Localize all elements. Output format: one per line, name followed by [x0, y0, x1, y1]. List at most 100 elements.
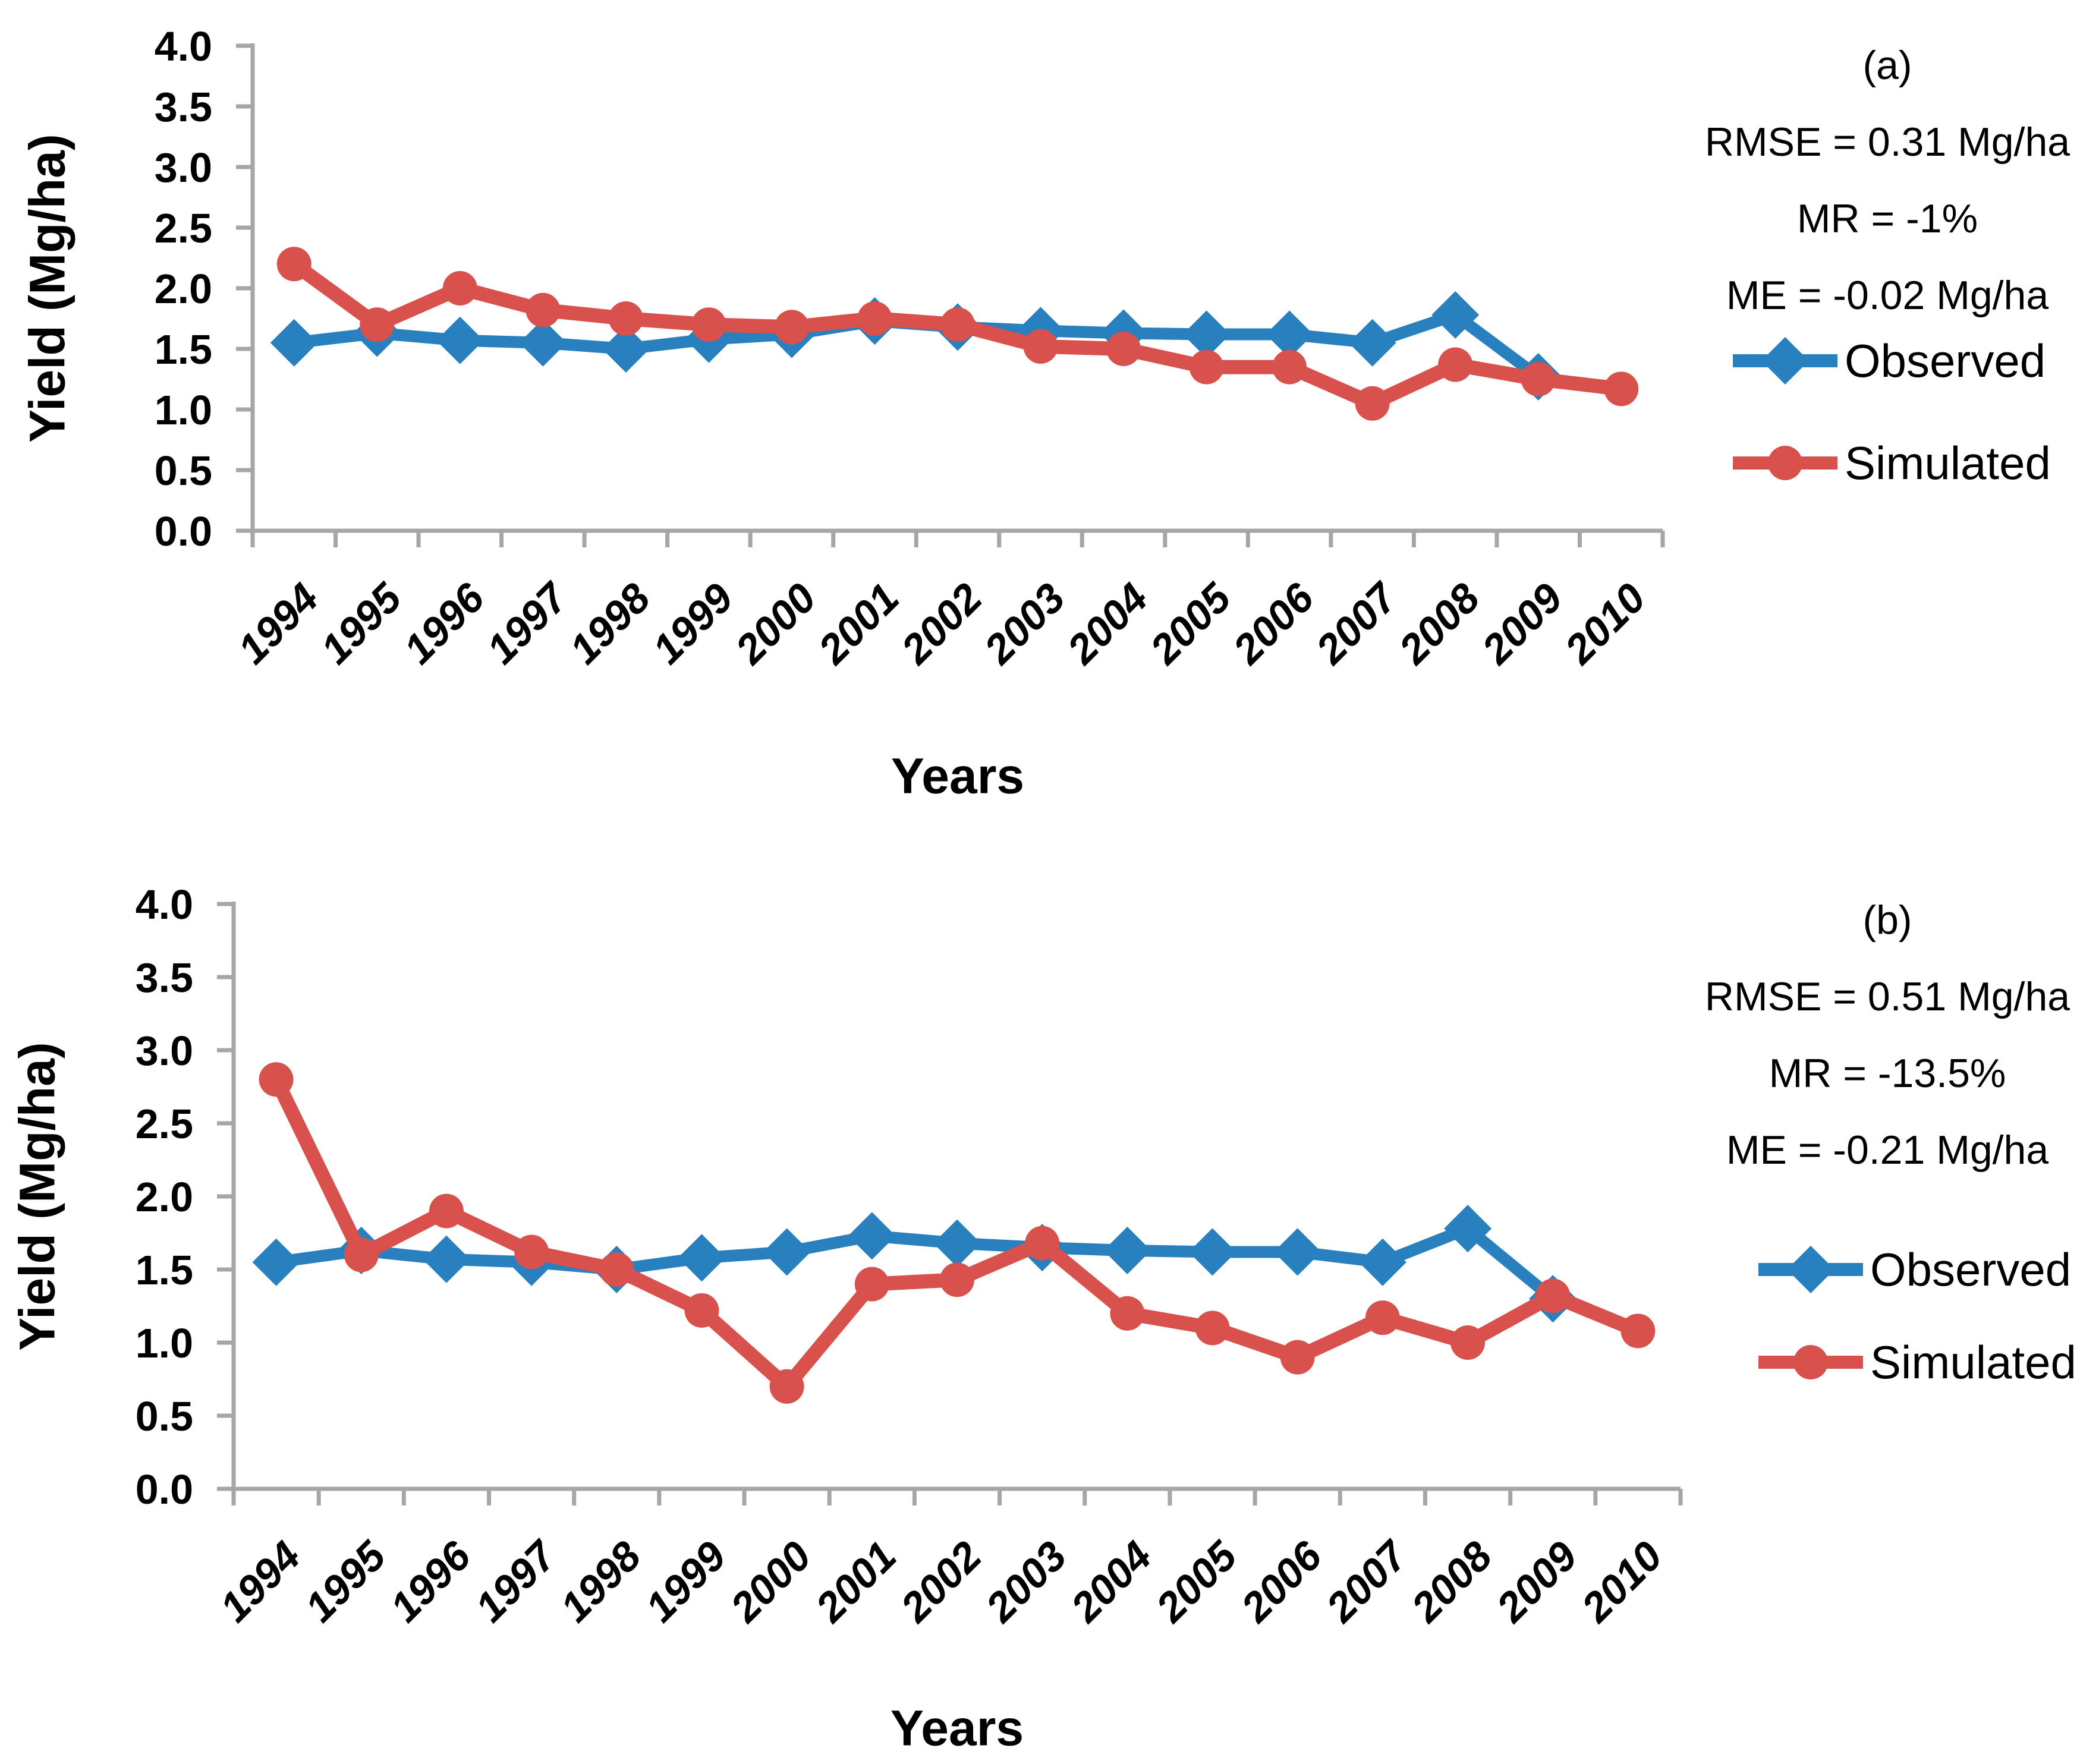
legend-label-simulated-b: Simulated: [1870, 1335, 2076, 1388]
y-tick-label: 0.0: [136, 1466, 193, 1513]
simulated-marker: [1280, 1340, 1315, 1375]
x-tick-label: 1995: [312, 574, 411, 673]
legend-label-observed-b: Observed: [1870, 1243, 2072, 1296]
simulated-marker: [259, 1062, 294, 1097]
x-tick-label: 2010: [1555, 574, 1654, 673]
simulated-marker: [442, 271, 477, 305]
x-tick-label: 1999: [644, 574, 742, 672]
stat-me-b: ME = -0.21 Mg/ha: [1726, 1127, 2049, 1173]
chart-b-plot: 4.03.53.02.52.01.51.00.50.01994199519961…: [136, 881, 1683, 1631]
simulated-marker: [1023, 329, 1058, 364]
x-tick-label: 2004: [1061, 1532, 1160, 1631]
x-tick-label: 2004: [1058, 574, 1157, 673]
simulated-marker: [1604, 371, 1639, 407]
observed-marker: [1358, 1238, 1406, 1286]
observed-marker: [1266, 310, 1314, 358]
x-tick-label: 2007: [1307, 573, 1407, 673]
x-axis-title-b: Years: [890, 1700, 1024, 1756]
simulated-marker: [599, 1252, 634, 1287]
simulated-marker: [1535, 1278, 1571, 1313]
y-tick-label: 3.5: [136, 955, 193, 1001]
y-tick-label: 2.5: [155, 205, 212, 251]
stats-block-b: (b) RMSE = 0.51 Mg/ha MR = -13.5% ME = -…: [1691, 882, 2080, 1189]
simulated-marker: [429, 1193, 464, 1228]
legend-marker: [1793, 1345, 1828, 1379]
simulated-marker: [1450, 1325, 1486, 1360]
y-tick-label: 2.0: [155, 266, 212, 312]
simulated-marker: [608, 301, 643, 336]
simulated-marker: [1365, 1300, 1400, 1335]
simulated-marker: [1025, 1226, 1060, 1261]
x-tick-label: 1996: [395, 574, 493, 673]
y-tick-label: 1.5: [136, 1247, 193, 1293]
observed-marker: [436, 316, 484, 364]
x-tick-label: 1996: [381, 1532, 480, 1631]
x-tick-label: 1994: [229, 574, 327, 672]
observed-marker: [270, 319, 318, 367]
simulated-marker: [1189, 349, 1224, 385]
observed-marker: [1103, 1227, 1151, 1275]
simulated-marker: [276, 247, 311, 282]
simulated-marker: [854, 1267, 889, 1302]
x-tick-label: 2001: [806, 1532, 905, 1631]
simulated-marker: [525, 292, 561, 327]
simulated-marker: [514, 1234, 549, 1270]
legend-item-observed-a: Observed: [1733, 332, 2046, 389]
simulated-marker: [344, 1237, 379, 1272]
observed-marker: [1431, 291, 1480, 339]
x-tick-label: 2007: [1317, 1531, 1417, 1631]
y-tick-label: 1.5: [155, 326, 212, 373]
simulated-marker: [684, 1293, 719, 1328]
observed-marker: [1348, 319, 1396, 367]
simulated-legend-swatch-icon: [1733, 446, 1837, 480]
x-tick-label: 2006: [1223, 574, 1323, 673]
legend-item-simulated-a: Simulated: [1733, 434, 2051, 492]
y-tick-label: 1.0: [136, 1320, 193, 1366]
stat-me-a: ME = -0.02 Mg/ha: [1726, 273, 2049, 318]
chart-a-plot: 4.03.53.02.52.01.51.00.50.01994199519961…: [155, 23, 1665, 673]
simulated-marker: [1272, 349, 1307, 385]
x-tick-label: 2009: [1472, 574, 1572, 673]
stats-block-a: (a) RMSE = 0.31 Mg/ha MR = -1% ME = -0.0…: [1691, 27, 2080, 334]
observed-marker: [933, 1219, 981, 1267]
observed-marker: [252, 1238, 300, 1286]
simulated-marker: [1438, 347, 1473, 382]
x-tick-label: 1994: [211, 1532, 309, 1630]
y-tick-label: 4.0: [136, 881, 193, 928]
legend-marker: [1768, 446, 1802, 480]
simulated-marker: [1521, 362, 1556, 396]
panel-label-a: (a): [1862, 43, 1912, 88]
panel-label-b: (b): [1862, 897, 1912, 943]
observed-marker: [848, 1212, 896, 1260]
x-tick-label: 1997: [466, 1531, 565, 1630]
x-tick-label: 2009: [1487, 1532, 1586, 1631]
x-tick-label: 1998: [552, 1532, 650, 1630]
x-tick-label: 2002: [891, 1532, 990, 1631]
y-axis-title-b: Yield (Mg/ha): [9, 1042, 65, 1351]
y-tick-label: 2.5: [136, 1101, 193, 1147]
simulated-marker: [769, 1369, 804, 1404]
legend-label-observed-a: Observed: [1845, 334, 2046, 387]
y-tick-label: 0.5: [155, 448, 212, 494]
x-tick-label: 2005: [1141, 574, 1240, 673]
observed-marker: [422, 1235, 470, 1283]
simulated-marker: [774, 310, 809, 345]
observed-marker: [519, 319, 567, 367]
simulated-marker: [1110, 1296, 1145, 1331]
observed-marker: [1188, 1228, 1236, 1276]
observed-marker: [1182, 310, 1231, 358]
x-tick-label: 1998: [561, 574, 659, 672]
legend-marker: [1787, 1246, 1834, 1293]
simulated-marker: [1106, 332, 1141, 366]
x-tick-label: 2005: [1146, 1532, 1245, 1631]
simulated-marker: [691, 307, 726, 342]
x-tick-label: 2000: [726, 574, 825, 673]
x-tick-label: 2010: [1572, 1532, 1671, 1631]
x-tick-label: 2000: [721, 1532, 820, 1631]
simulated-marker: [360, 307, 395, 342]
simulated-marker: [1355, 386, 1390, 421]
stat-mr-a: MR = -1%: [1796, 196, 1978, 241]
x-tick-label: 2001: [808, 574, 908, 673]
